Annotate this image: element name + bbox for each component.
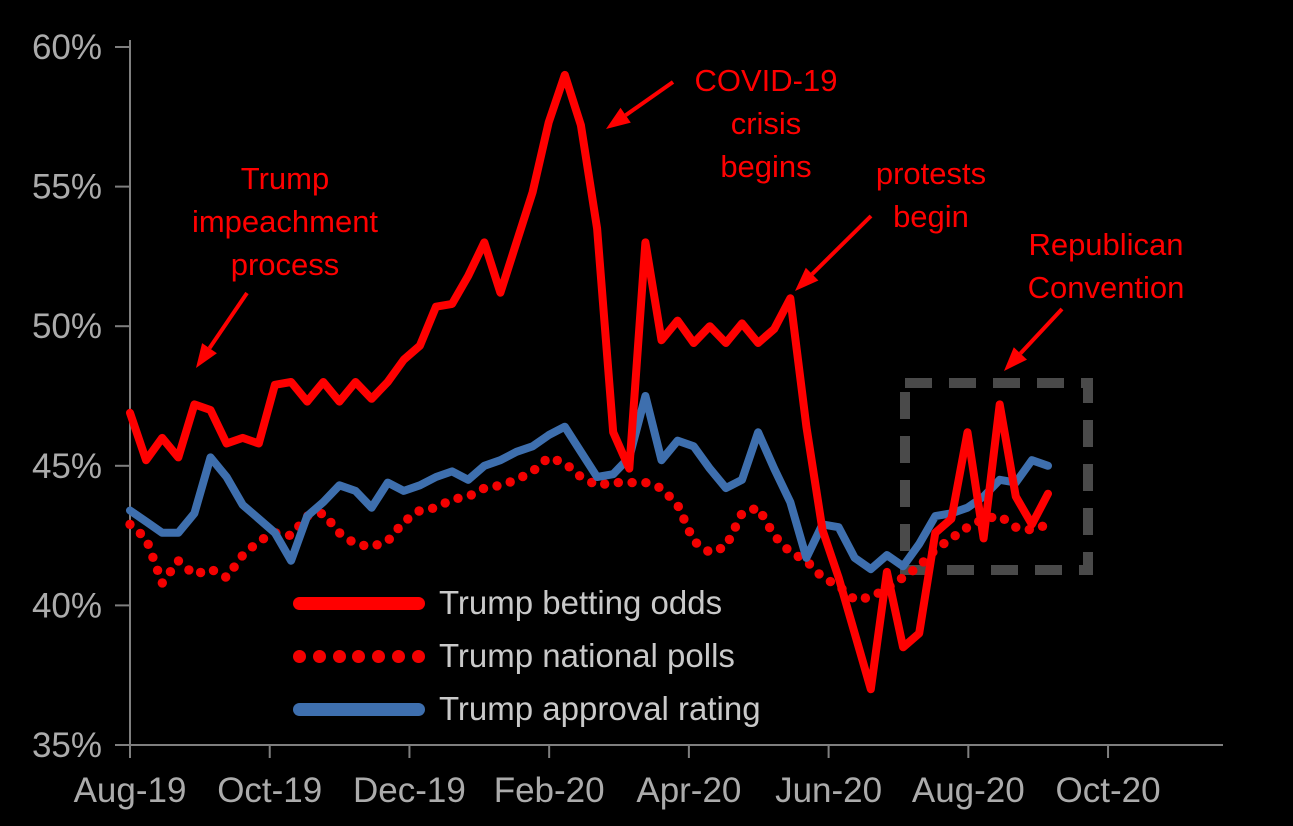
y-axis-label: 45% [32,447,102,486]
annotation-protests: protests begin [875,156,987,234]
x-axis-label: Apr-20 [636,771,741,810]
legend-label-national-polls: Trump national polls [439,637,735,674]
series-trump-betting-odds [126,70,1052,694]
series-trump-national-polls [125,455,1048,603]
x-axis-label: Aug-20 [912,771,1025,810]
y-axis-label: 60% [32,28,102,67]
y-axis-label: 50% [32,307,102,346]
x-axis-label: Aug-19 [74,771,187,810]
legend-item-approval-rating: Trump approval rating [293,690,761,727]
y-axis-label: 40% [32,586,102,625]
annotation-arrowhead [795,267,819,291]
annotation-arrow [810,214,873,276]
x-axis-label: Oct-19 [217,771,322,810]
annotation-arrowhead [1004,347,1027,371]
republican-convention-highlight-box [900,378,1093,575]
x-axis-label: Jun-20 [775,771,882,810]
annotation-convention: Republican Convention [1027,227,1185,305]
series-trump-approval-rating [126,392,1052,574]
x-axis-label: Feb-20 [494,771,605,810]
annotation-arrowhead [196,343,217,368]
legend-item-national-polls: Trump national polls [293,637,735,674]
legend-label-approval-rating: Trump approval rating [439,690,761,727]
annotation-arrowhead [606,107,631,129]
x-axis-label: Oct-20 [1056,771,1161,810]
national-polls-dots-swatch [293,649,425,663]
annotation-arrow [207,291,249,350]
approval-rating-line-swatch [293,702,425,716]
annotation-arrow [624,80,675,117]
legend-label-betting-odds: Trump betting odds [439,584,723,621]
annotation-impeachment: Trump impeachment process [191,161,379,282]
annotation-arrow [1018,307,1064,355]
betting-odds-line-swatch [293,596,425,610]
y-axis-label: 55% [32,168,102,207]
y-axis-label: 35% [32,726,102,765]
x-axis-label: Dec-19 [353,771,466,810]
legend-item-betting-odds: Trump betting odds [293,584,723,621]
annotation-covid: COVID-19 crisis begins [694,63,838,184]
